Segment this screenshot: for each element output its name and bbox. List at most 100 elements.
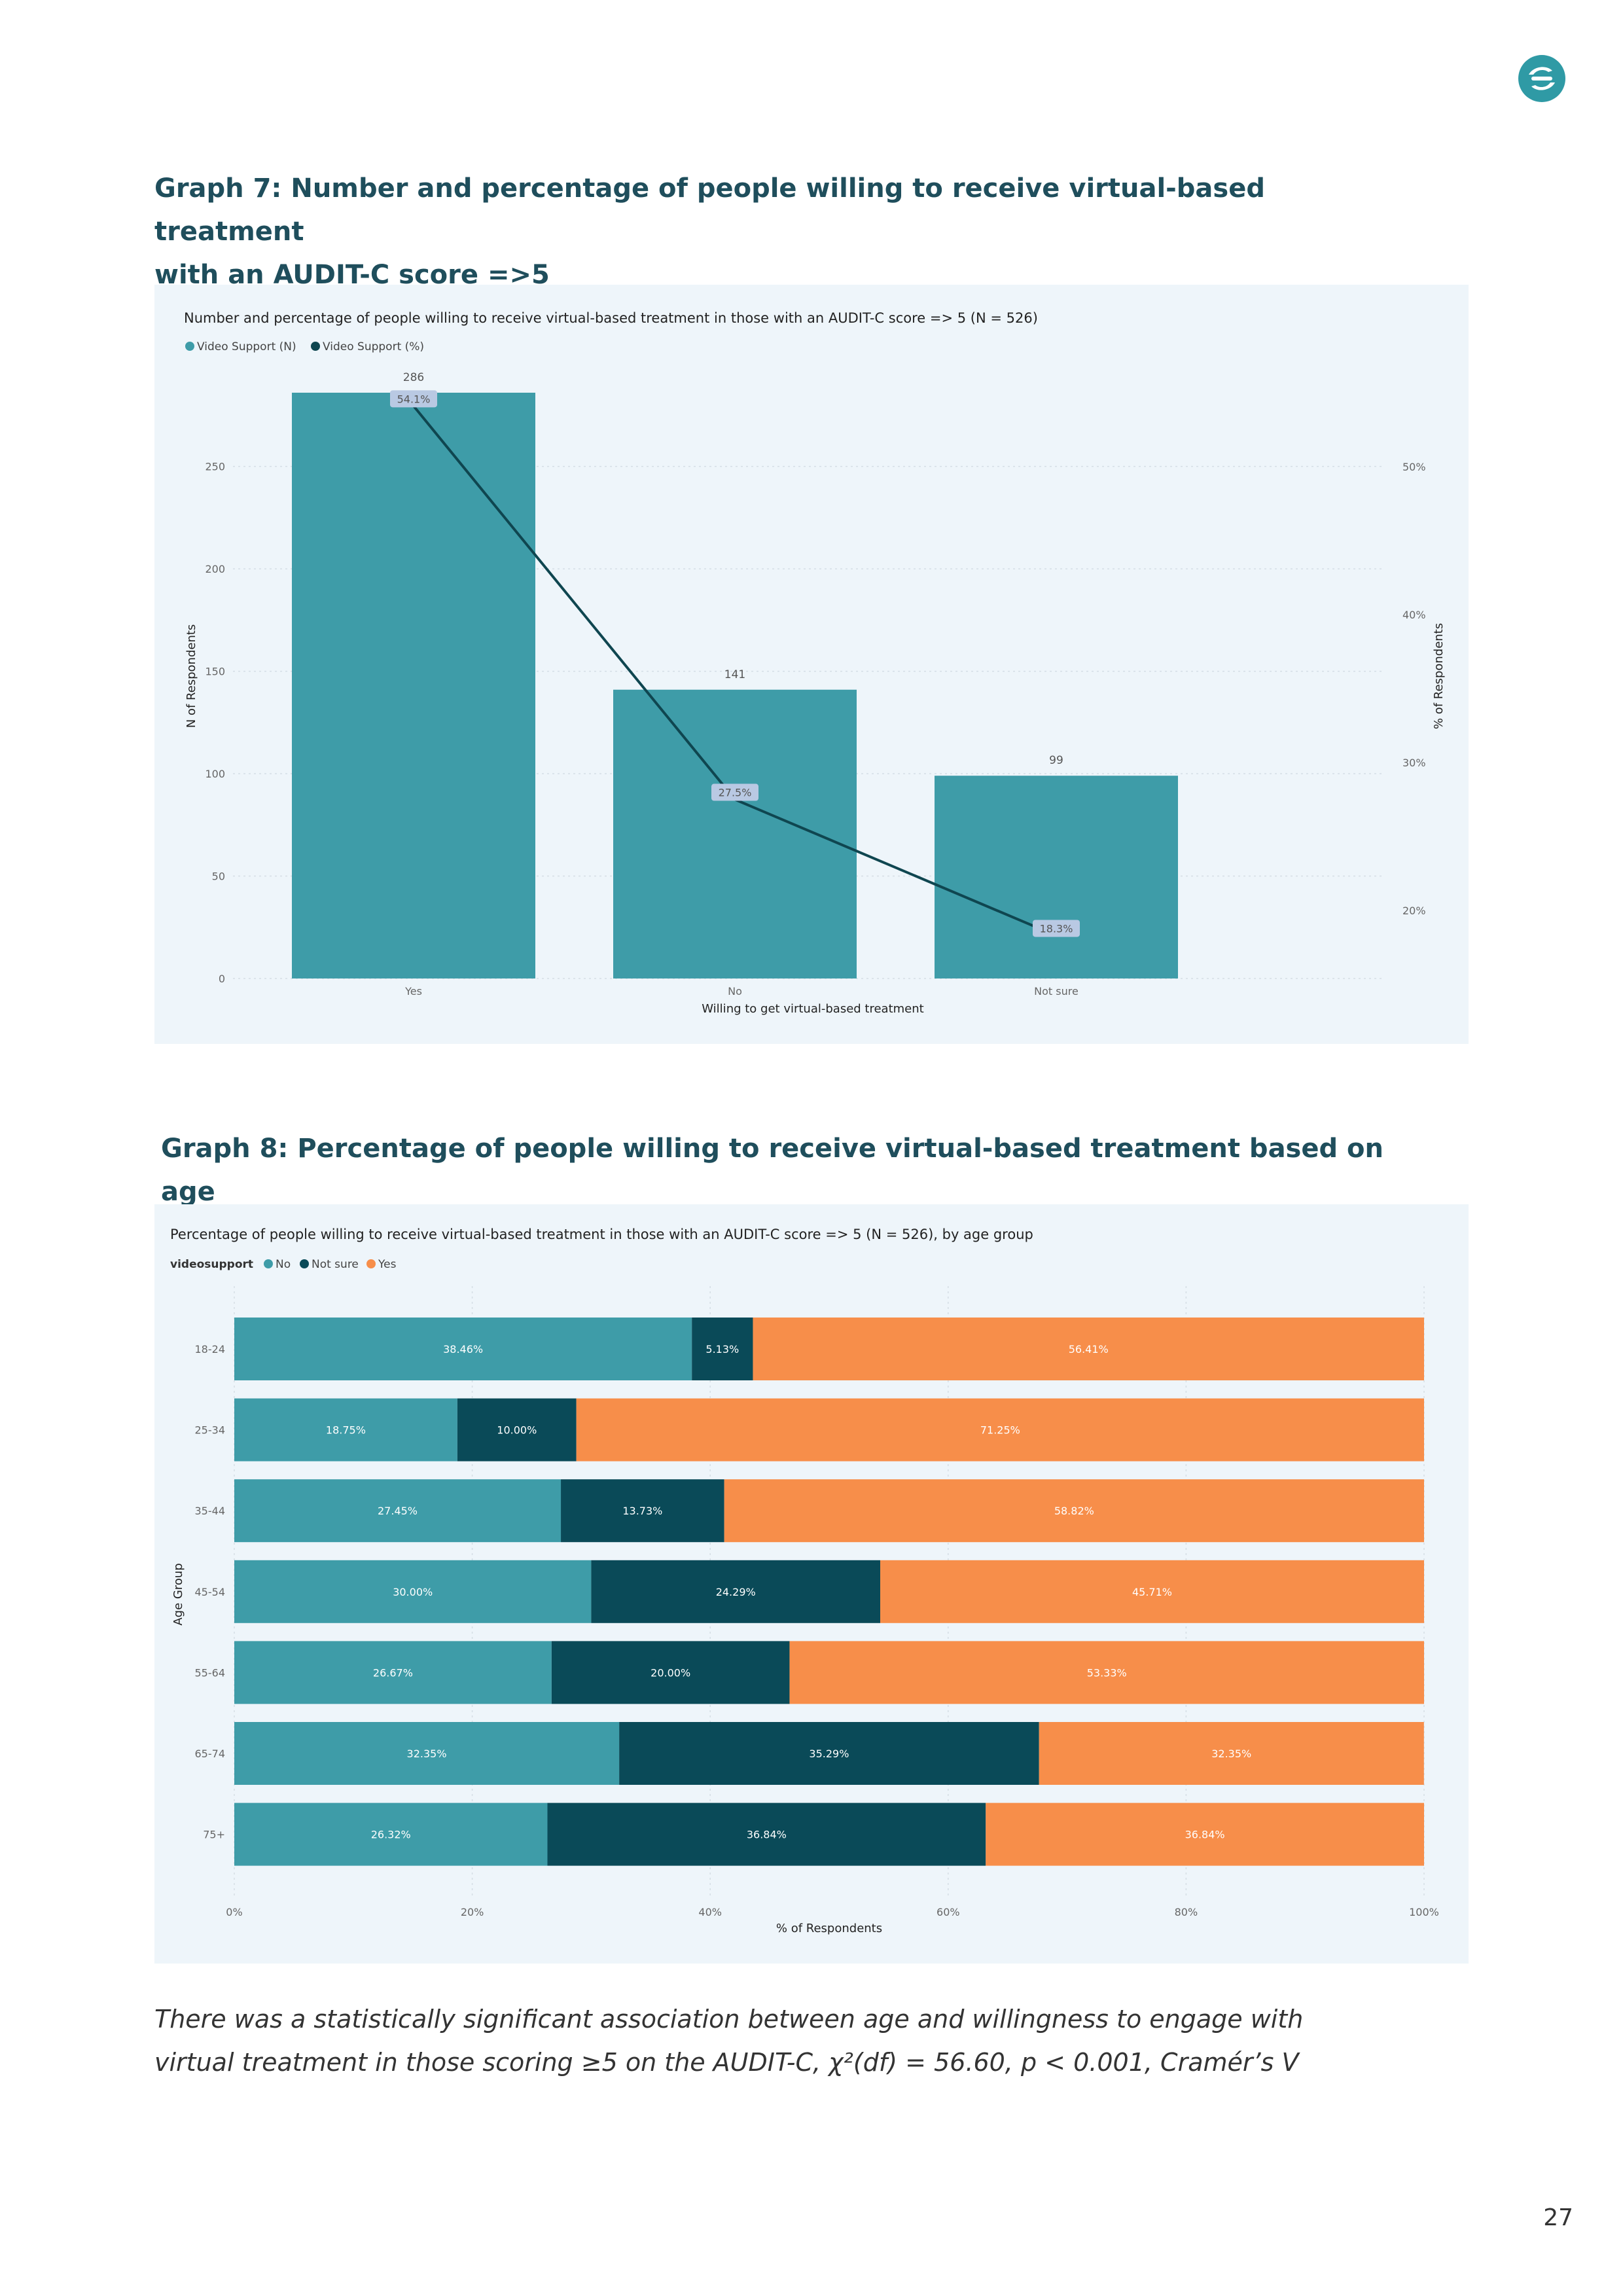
x-tick-label: Yes <box>404 985 422 997</box>
organization-logo-icon <box>1518 55 1565 102</box>
chart7-y-axis-label: N of Respondents <box>185 624 198 728</box>
chart8-legend-title: videosupport <box>170 1258 253 1271</box>
chart7-y2-axis-label: % of Respondents <box>1432 623 1446 729</box>
percentage-data-label: 27.5% <box>719 787 752 799</box>
segment-yes <box>986 1803 1424 1866</box>
x-tick-label: 100% <box>1409 1906 1439 1918</box>
percentage-data-label: 54.1% <box>397 393 431 405</box>
y-tick-label: 200 <box>205 563 225 575</box>
segment-data-label: 38.46% <box>443 1343 483 1355</box>
graph7-heading: Graph 7: Number and percentage of people… <box>154 167 1398 296</box>
segment-data-label: 36.84% <box>747 1829 787 1841</box>
chart7-title: Number and percentage of people willing … <box>184 310 1038 326</box>
bar-not-sure <box>935 776 1178 978</box>
segment-data-label: 27.45% <box>378 1505 418 1517</box>
y-tick-label: 25-34 <box>195 1424 226 1437</box>
bar-data-label: 141 <box>724 668 745 681</box>
y-tick-label: 100 <box>205 768 225 780</box>
segment-data-label: 58.82% <box>1054 1505 1094 1517</box>
graph8-heading: Graph 8: Percentage of people willing to… <box>161 1134 1384 1207</box>
segment-data-label: 35.29% <box>809 1748 849 1760</box>
segment-data-label: 32.35% <box>407 1748 447 1760</box>
bar-data-label: 99 <box>1049 754 1063 767</box>
percentage-label-background <box>390 390 437 408</box>
legend-label-not-sure: Not sure <box>312 1258 359 1271</box>
segment-no <box>234 1722 620 1785</box>
bar-data-label: 286 <box>403 371 424 384</box>
legend-dot-video-support-pct <box>311 342 320 351</box>
segment-data-label: 53.33% <box>1087 1666 1127 1679</box>
chart7-legend: Video Support (N) Video Support (%) <box>185 340 424 353</box>
segment-data-label: 56.41% <box>1069 1343 1109 1355</box>
segment-data-label: 5.13% <box>705 1343 739 1355</box>
x-tick-label: 0% <box>226 1906 242 1918</box>
graph8-chart-panel: Percentage of people willing to receive … <box>154 1204 1469 1964</box>
legend-dot-video-support-n <box>185 342 194 351</box>
segment-not-sure <box>561 1479 724 1543</box>
graph7-heading-line1: Graph 7: Number and percentage of people… <box>154 173 1265 247</box>
y2-tick-label: 20% <box>1402 905 1426 917</box>
segment-data-label: 13.73% <box>622 1505 662 1517</box>
x-tick-label: 20% <box>461 1906 484 1918</box>
x-tick-label: 40% <box>698 1906 722 1918</box>
bar-yes <box>292 393 535 978</box>
segment-no <box>234 1479 562 1543</box>
chart8-x-axis-label: % of Respondents <box>776 1922 882 1935</box>
segment-yes <box>880 1560 1424 1623</box>
bar-no <box>613 689 857 978</box>
segment-not-sure <box>591 1560 880 1623</box>
segment-data-label: 32.35% <box>1211 1748 1251 1760</box>
y2-tick-label: 40% <box>1402 609 1426 621</box>
chart8-y-axis-label: Age Group <box>171 1563 185 1625</box>
y-tick-label: 0 <box>219 973 225 985</box>
segment-yes <box>789 1641 1424 1704</box>
graph7-chart: Number and percentage of people willing … <box>184 310 1446 1016</box>
y-tick-label: 75+ <box>203 1829 225 1841</box>
legend-dot-no <box>264 1259 273 1268</box>
segment-no <box>234 1398 457 1462</box>
legend-dot-yes <box>366 1259 376 1268</box>
y-tick-label: 45-54 <box>195 1586 226 1598</box>
segment-data-label: 24.29% <box>716 1586 756 1598</box>
legend-label-video-support-pct: Video Support (%) <box>323 340 424 353</box>
segment-data-label: 36.84% <box>1185 1829 1225 1841</box>
graph7-chart-panel: Number and percentage of people willing … <box>154 285 1469 1044</box>
chart7-x-axis-label: Willing to get virtual-based treatment <box>702 1002 923 1016</box>
statistical-footnote: There was a statistically significant as… <box>154 1998 1332 2084</box>
segment-not-sure <box>619 1722 1039 1785</box>
chart8-title: Percentage of people willing to receive … <box>170 1227 1033 1242</box>
footnote-line2: virtual treatment in those scoring ≥5 on… <box>154 2048 1299 2077</box>
legend-label-yes: Yes <box>378 1258 397 1271</box>
segment-yes <box>753 1318 1424 1380</box>
segment-no <box>234 1803 548 1866</box>
y-tick-label: 250 <box>205 461 225 473</box>
segment-yes <box>1039 1722 1424 1785</box>
legend-dot-not-sure <box>300 1259 309 1268</box>
segment-data-label: 20.00% <box>651 1666 690 1679</box>
segment-no <box>234 1641 552 1704</box>
segment-data-label: 45.71% <box>1132 1586 1172 1598</box>
y-tick-label: 18-24 <box>195 1343 226 1355</box>
legend-label-no: No <box>276 1258 291 1271</box>
segment-data-label: 18.75% <box>326 1424 366 1437</box>
percentage-label-background <box>1033 920 1080 937</box>
y-tick-label: 50 <box>212 870 225 883</box>
page-number: 27 <box>1543 2204 1573 2231</box>
segment-not-sure <box>457 1398 577 1462</box>
segment-data-label: 30.00% <box>393 1586 433 1598</box>
segment-data-label: 26.32% <box>371 1829 411 1841</box>
segment-yes <box>724 1479 1424 1543</box>
segment-data-label: 10.00% <box>497 1424 537 1437</box>
y-tick-label: 35-44 <box>195 1505 226 1517</box>
y2-tick-label: 50% <box>1402 461 1426 473</box>
x-tick-label: 80% <box>1175 1906 1198 1918</box>
y-tick-label: 150 <box>205 666 225 678</box>
x-tick-label: Not sure <box>1034 985 1079 997</box>
graph8-chart: Percentage of people willing to receive … <box>170 1227 1439 1935</box>
chart8-legend: videosupport No Not sure Yes <box>170 1258 397 1271</box>
x-tick-label: No <box>728 985 742 997</box>
segment-data-label: 26.67% <box>373 1666 413 1679</box>
percentage-data-label: 18.3% <box>1040 922 1073 935</box>
percentage-label-background <box>711 783 758 801</box>
y-tick-label: 65-74 <box>195 1748 226 1760</box>
